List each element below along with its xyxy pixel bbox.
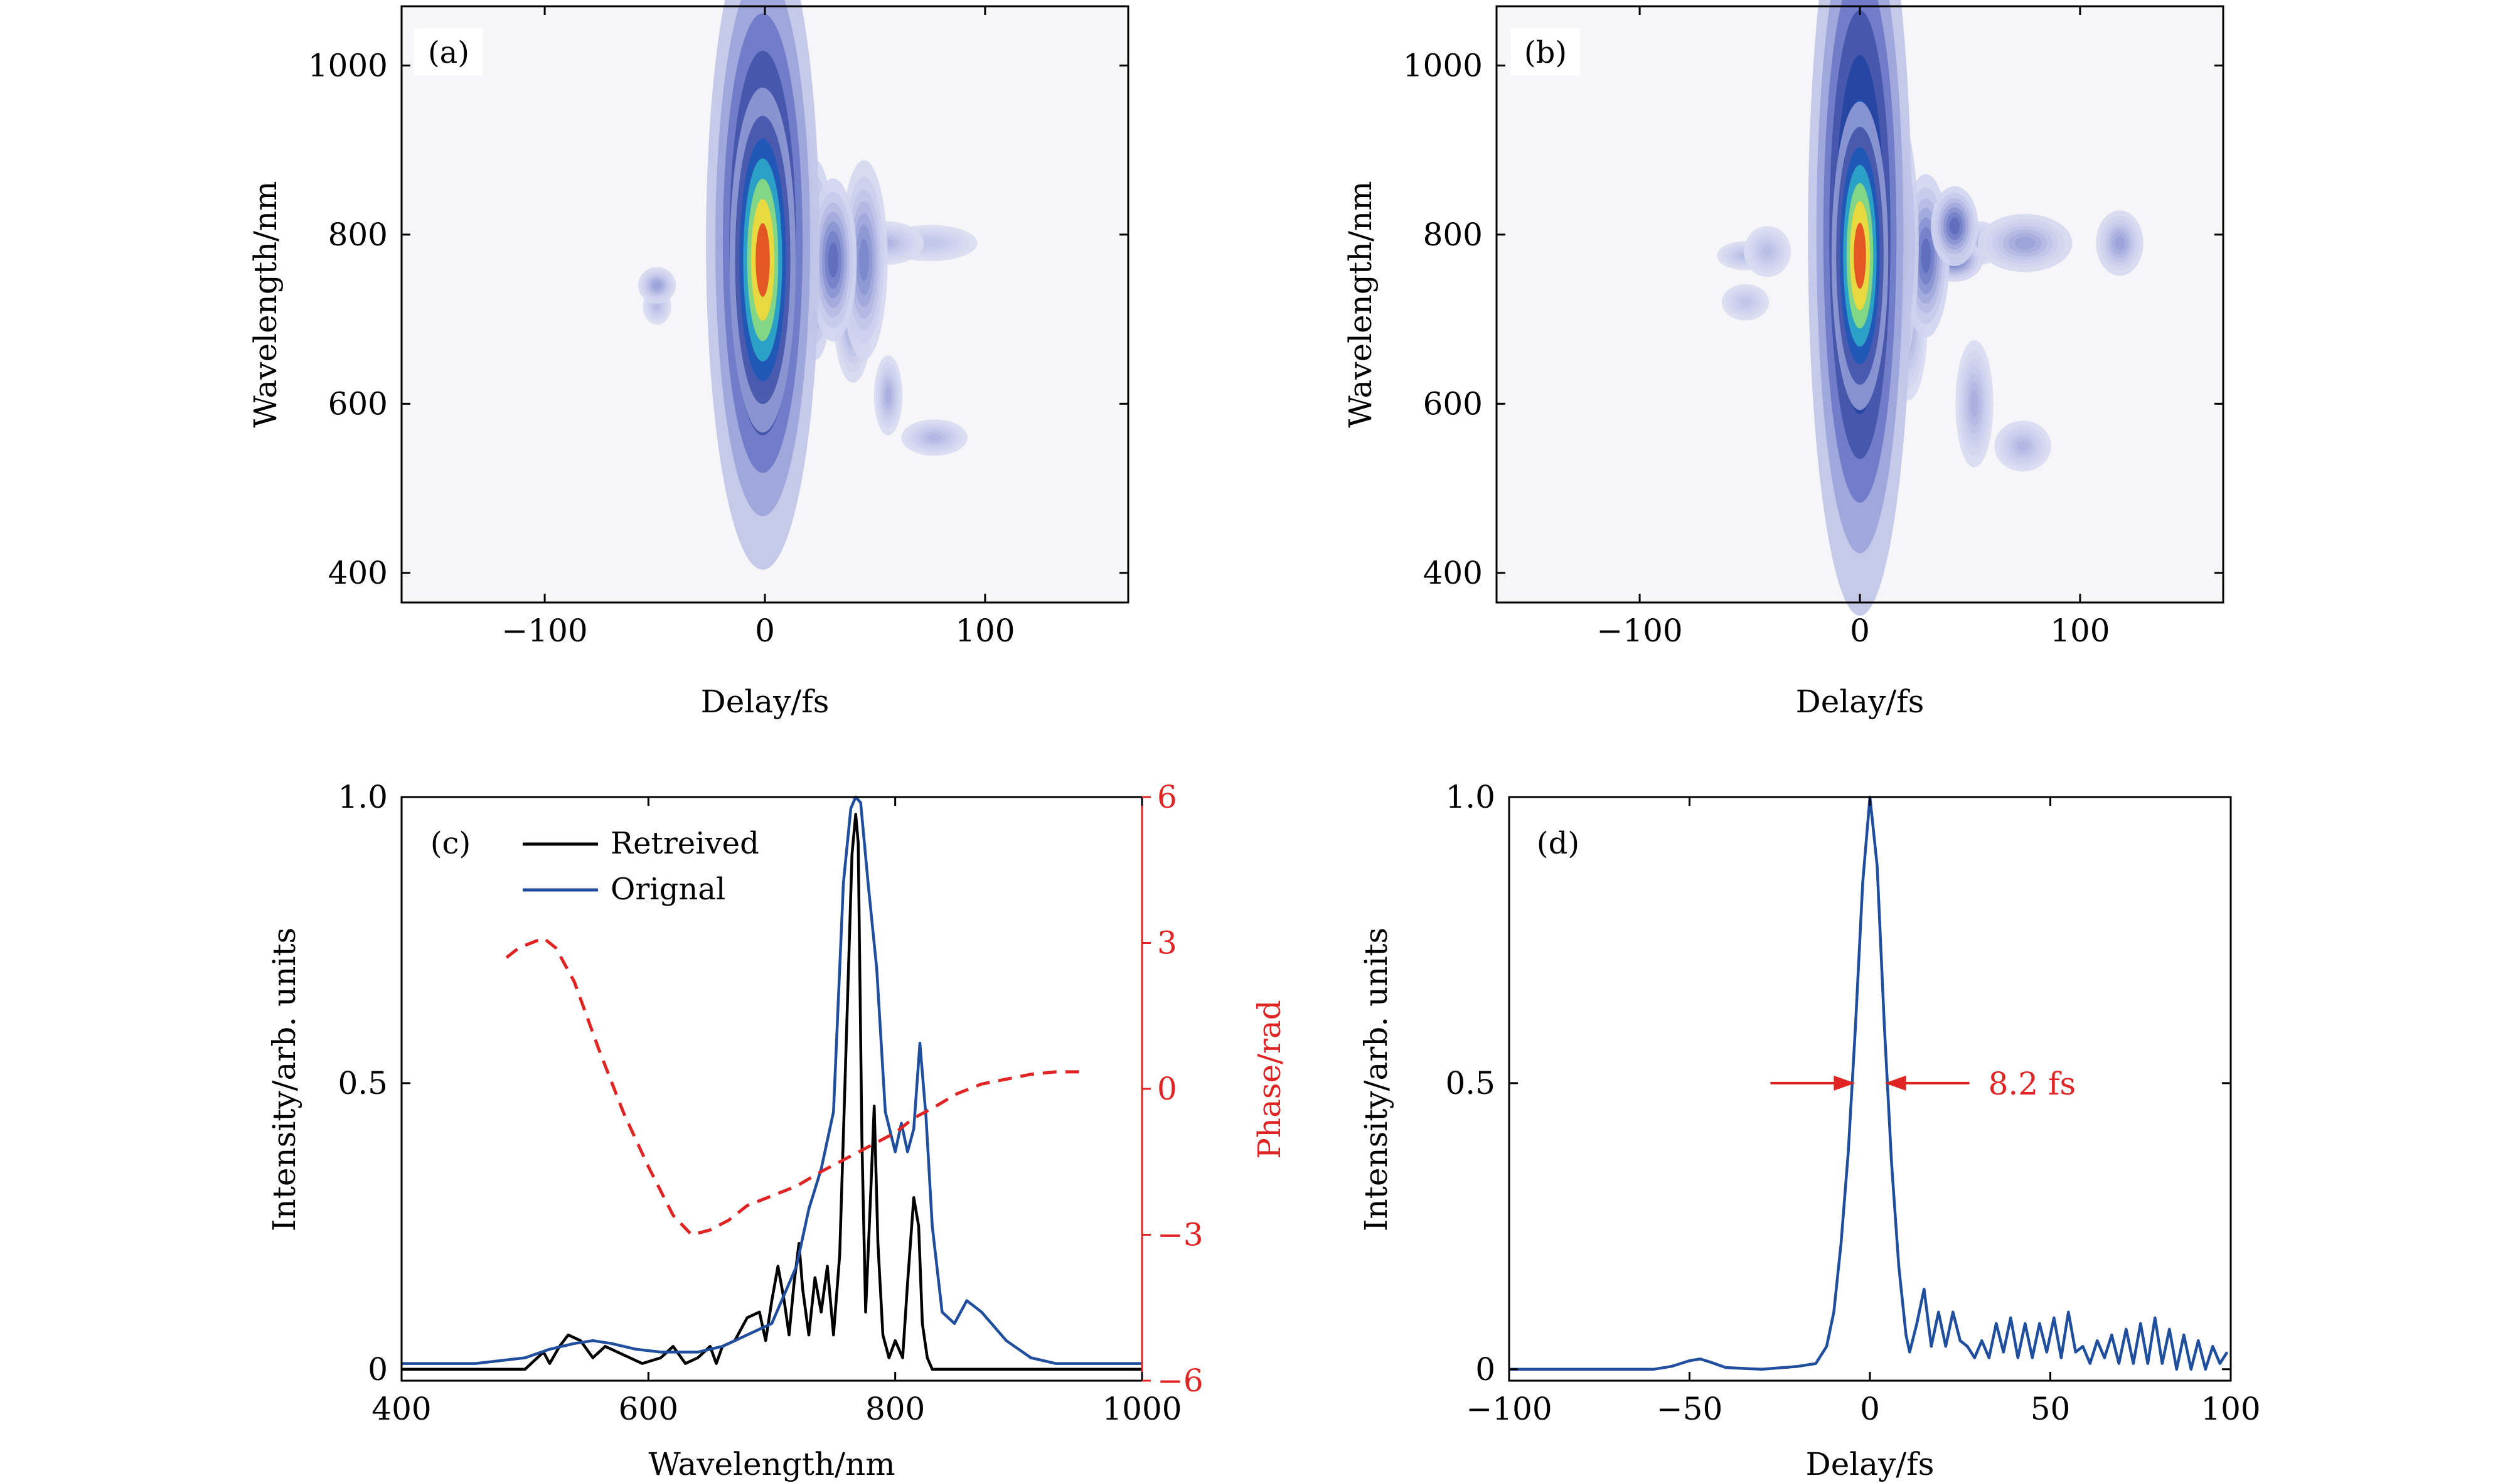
panel-b-ticks: −100 0 100 400 600 800 1000: [1403, 6, 2223, 649]
heatmap-intensity-contour: [654, 302, 660, 311]
panel-d-x-tick-label: 100: [2201, 1391, 2260, 1427]
panel-b-label: (b): [1524, 35, 1567, 70]
series-line-retreived: [402, 813, 1142, 1371]
panel-d-x-axis-title: Delay/fs: [1806, 1446, 1935, 1482]
panel-c-y-tick-label: 0.5: [338, 1065, 388, 1101]
panel-d-series-group: [1509, 795, 2229, 1371]
panel-b-x-tick-label: 0: [1850, 613, 1870, 649]
legend-label-retreived: Retreived: [611, 826, 759, 861]
panel-a-ticks: −100 0 100 400 600 800 1000: [308, 6, 1128, 649]
panel-b-y-tick-label: 600: [1423, 385, 1483, 422]
panel-b-x-axis-title: Delay/fs: [1796, 683, 1925, 720]
heatmap-intensity-contour: [1854, 222, 1866, 289]
panel-b-heatmap: −100 0 100 400 600 800 1000 (b) Delay/fs Wavel…: [1342, 0, 2224, 720]
panel-c-x-tick-label: 600: [619, 1391, 678, 1427]
panel-a-heatmap-data: [638, 0, 978, 570]
heatmap-intensity-contour: [1762, 246, 1773, 257]
heatmap-intensity-contour: [920, 239, 941, 247]
panel-c-label: (c): [430, 826, 471, 861]
panel-a-y-tick-label: 800: [328, 217, 388, 253]
heatmap-intensity-contour: [828, 242, 838, 278]
panel-b-label-box: [1511, 28, 1580, 75]
panel-d-y-tick-label: 0: [1475, 1351, 1495, 1388]
series-line-orignal: [402, 795, 1142, 1365]
panel-a-y-tick-label: 600: [328, 385, 388, 422]
panel-c-y-tick-label: 0: [368, 1351, 388, 1388]
heatmap-intensity-contour: [1949, 217, 1960, 235]
panel-d-ticks: −100 −50 0 50 100 0 0.5 1.0: [1445, 779, 2260, 1427]
panel-a-x-tick-label: 0: [755, 613, 775, 649]
panel-b-y-tick-label: 800: [1423, 217, 1483, 253]
panel-c-x-axis-title: Wavelength/nm: [648, 1446, 895, 1482]
panel-b-heatmap-data: [1717, 0, 2144, 616]
panel-d-fwhm-annotation: 8.2 fs: [1770, 1066, 2076, 1102]
panel-c-y2-tick-label: 6: [1157, 779, 1177, 815]
panel-c-x-tick-label: 400: [371, 1391, 431, 1427]
heatmap-intensity-contour: [1740, 298, 1751, 306]
legend-label-orignal: Orignal: [611, 872, 725, 907]
panel-a-y-tick-label: 400: [328, 555, 388, 591]
panel-b-x-tick-label: −100: [1596, 613, 1682, 649]
panel-a-y-axis-title: Wavelength/nm: [247, 181, 284, 427]
fwhm-label: 8.2 fs: [1989, 1066, 2076, 1102]
panel-c-y2-axis-title: Phase/rad: [1251, 1000, 1288, 1159]
fwhm-right-arrow-head: [1884, 1075, 1906, 1091]
heatmap-intensity-contour: [755, 223, 770, 297]
series-line-phase: [505, 936, 1081, 1236]
panel-c-legend: Retreived Orignal: [523, 826, 759, 907]
panel-c-y-axis-title: Intensity/arb. units: [266, 928, 302, 1231]
panel-c-y2-tick-label: 3: [1157, 925, 1177, 961]
heatmap-intensity-contour: [927, 434, 942, 442]
heatmap-intensity-contour: [1921, 238, 1931, 274]
panel-d-y-tick-label: 1.0: [1445, 779, 1495, 815]
panel-c-y2-tick-label: −6: [1157, 1363, 1204, 1399]
fwhm-left-arrow-head: [1834, 1075, 1855, 1091]
panel-a-label-box: [414, 28, 483, 75]
panel-a-x-tick-label: 100: [955, 613, 1015, 649]
panel-d-x-tick-label: −100: [1466, 1391, 1552, 1427]
panel-d-x-tick-label: 50: [2031, 1391, 2071, 1427]
heatmap-intensity-contour: [1970, 390, 1978, 417]
panel-c-spectrum-chart: 400 600 800 1000 0 0.5 1.0 −6 −3 0 3 6 (c) Retreive…: [266, 779, 1288, 1482]
panel-d-frame: [1508, 796, 2232, 1382]
panel-a-x-axis-title: Delay/fs: [701, 683, 830, 720]
heatmap-intensity-contour: [885, 387, 892, 404]
panel-a-y-tick-label: 1000: [308, 47, 388, 83]
panel-d-y-tick-label: 0.5: [1445, 1065, 1495, 1101]
heatmap-intensity-contour: [653, 281, 661, 289]
heatmap-intensity-contour: [2115, 236, 2125, 250]
series-line-pulse: [1509, 795, 2229, 1371]
panel-a-label: (a): [428, 35, 469, 70]
heatmap-intensity-contour: [858, 238, 869, 282]
panel-a-x-tick-label: −100: [501, 613, 587, 649]
panel-c-y2-tick-label: −3: [1157, 1217, 1204, 1253]
panel-d-x-tick-label: 0: [1860, 1391, 1880, 1427]
panel-d-x-tick-label: −50: [1657, 1391, 1723, 1427]
panel-c-x-tick-label: 1000: [1102, 1391, 1182, 1427]
panel-b-y-tick-label: 1000: [1403, 47, 1483, 83]
panel-c-series-group: [402, 795, 1142, 1371]
panel-d-pulse-chart: −100 −50 0 50 100 0 0.5 1.0 (d) 8.2 fs Delay/fs…: [1358, 779, 2261, 1482]
panel-c-x-tick-label: 800: [865, 1391, 925, 1427]
panel-d-y-axis-title: Intensity/arb. units: [1358, 928, 1394, 1231]
heatmap-intensity-contour: [2015, 237, 2036, 250]
panel-c-ticks: 400 600 800 1000 0 0.5 1.0 −6 −3 0 3 6: [338, 779, 1203, 1427]
panel-a-heatmap: −100 0 100 400 600 800 1000 (a) Delay/fs Wavel…: [247, 0, 1129, 720]
panel-b-x-tick-label: 100: [2050, 613, 2110, 649]
panel-c-y-tick-label: 1.0: [338, 779, 388, 815]
panel-d-label: (d): [1537, 826, 1579, 861]
panel-b-y-axis-title: Wavelength/nm: [1342, 181, 1379, 427]
panel-b-y-tick-label: 400: [1423, 555, 1483, 591]
heatmap-intensity-contour: [2017, 441, 2029, 452]
panel-c-y2-tick-label: 0: [1157, 1071, 1177, 1107]
